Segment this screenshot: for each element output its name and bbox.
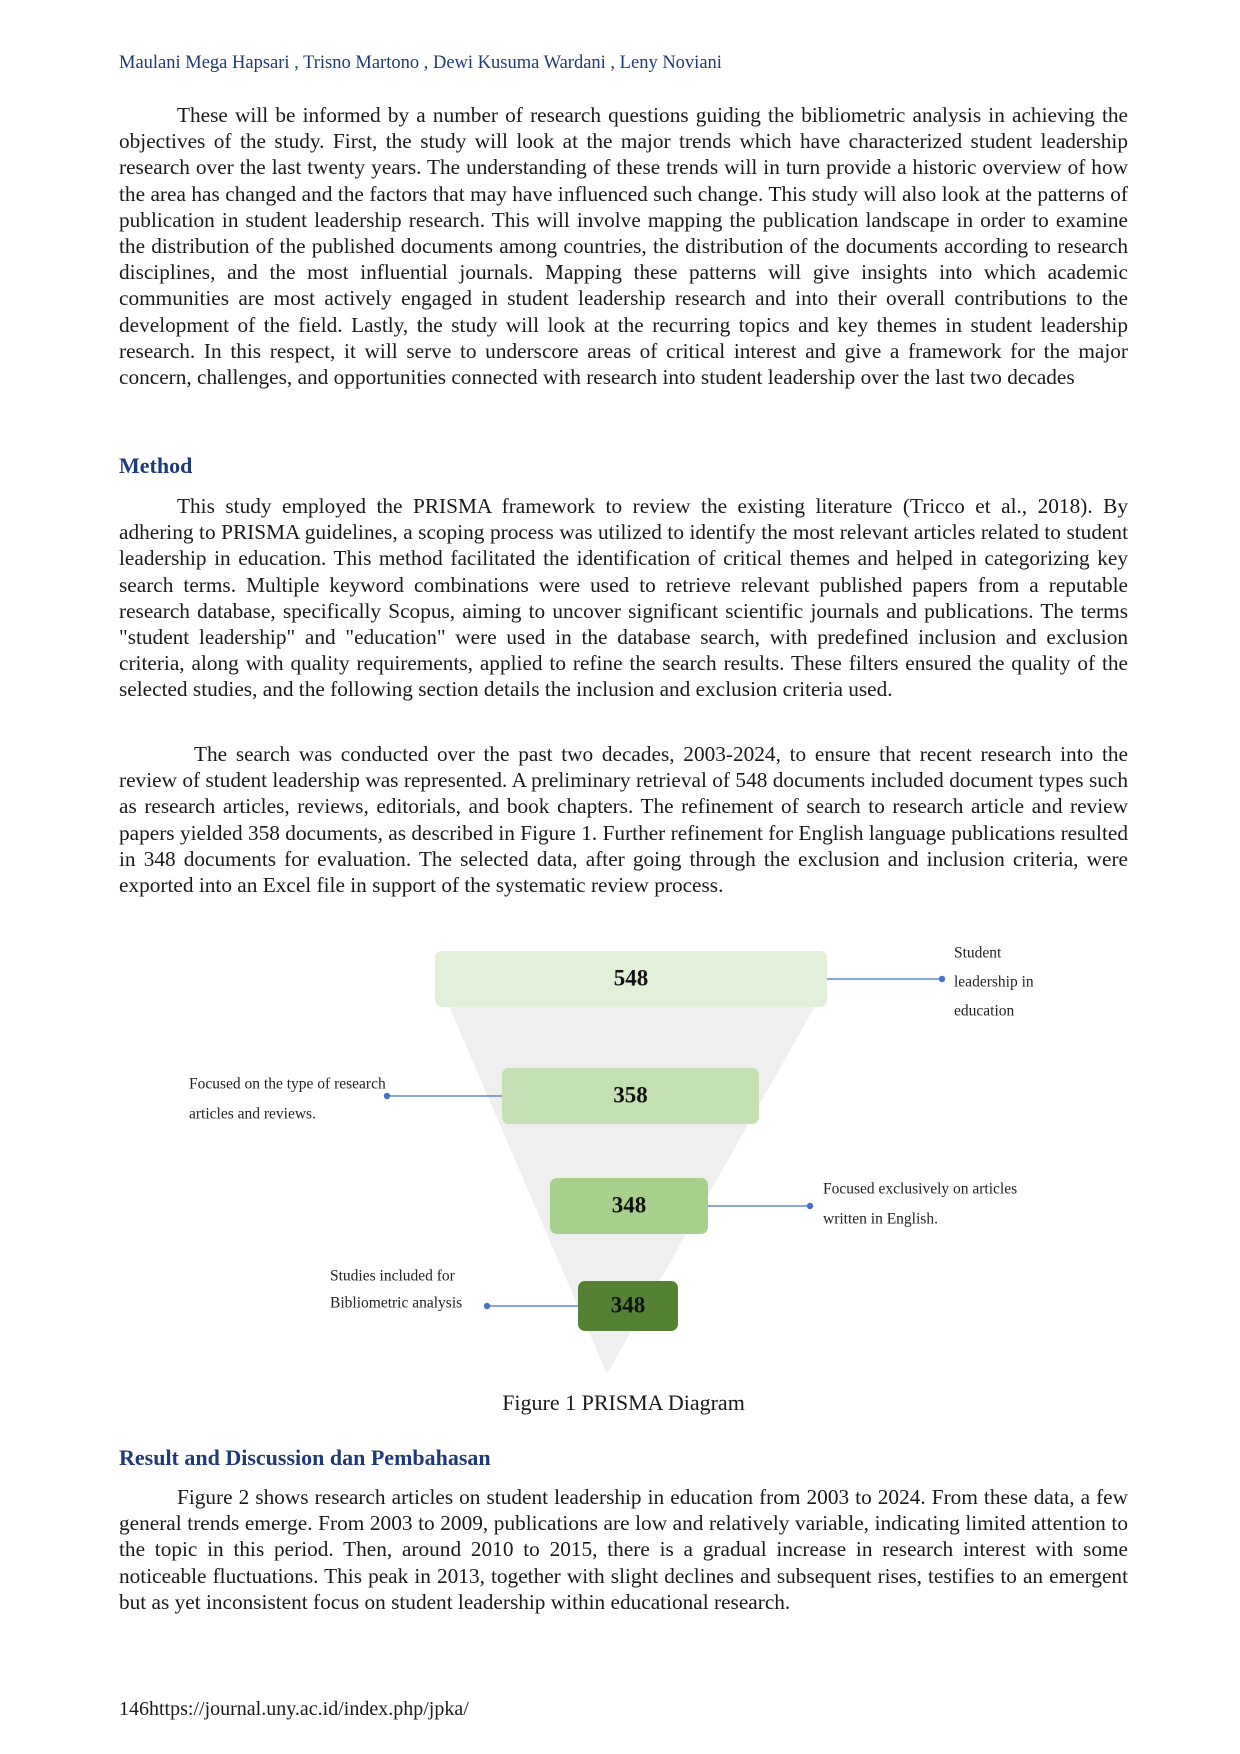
running-header: Maulani Mega Hapsari , Trisno Martono , …	[119, 53, 722, 73]
stage-count: 358	[613, 1082, 648, 1107]
footer: 146https://journal.uny.ac.id/index.php/j…	[119, 1698, 1128, 1721]
stage-note: education	[954, 1003, 1015, 1020]
paragraph: This study employed the PRISMA framework…	[119, 494, 1128, 702]
stage-note: leadership in	[954, 974, 1034, 991]
paragraph: The search was conducted over the past t…	[119, 742, 1128, 898]
connector-dot	[938, 975, 946, 983]
stage-box	[550, 1178, 708, 1234]
stage-box	[435, 951, 827, 1007]
paragraph: These will be informed by a number of re…	[119, 103, 1128, 390]
page-number: 146	[119, 1698, 149, 1720]
connector-dot	[483, 1302, 491, 1310]
stage-box	[502, 1068, 759, 1124]
journal-url: https://journal.uny.ac.id/index.php/jpka…	[149, 1698, 469, 1720]
stage-note: Focused on the type of research	[189, 1076, 386, 1093]
stage-note: Focused exclusively on articles	[823, 1181, 1017, 1198]
stage-note: Studies included for	[330, 1268, 456, 1285]
stage-note: articles and reviews.	[189, 1106, 316, 1123]
connector-dot	[806, 1202, 814, 1210]
stage-box	[578, 1281, 678, 1331]
section-heading: Result and Discussion dan Pembahasan	[119, 1445, 491, 1470]
stage-count: 348	[611, 1292, 646, 1317]
figure-caption: Figure 1 PRISMA Diagram	[502, 1390, 745, 1415]
stage-count: 548	[614, 965, 649, 990]
paragraph: Figure 2 shows research articles on stud…	[119, 1485, 1128, 1614]
stage-count: 348	[612, 1192, 647, 1217]
stage-note: Bibliometric analysis	[330, 1295, 462, 1312]
connector-dot	[383, 1092, 391, 1100]
stage-note: Student	[954, 945, 1002, 962]
stage-note: written in English.	[823, 1211, 938, 1228]
section-heading: Method	[119, 453, 193, 478]
